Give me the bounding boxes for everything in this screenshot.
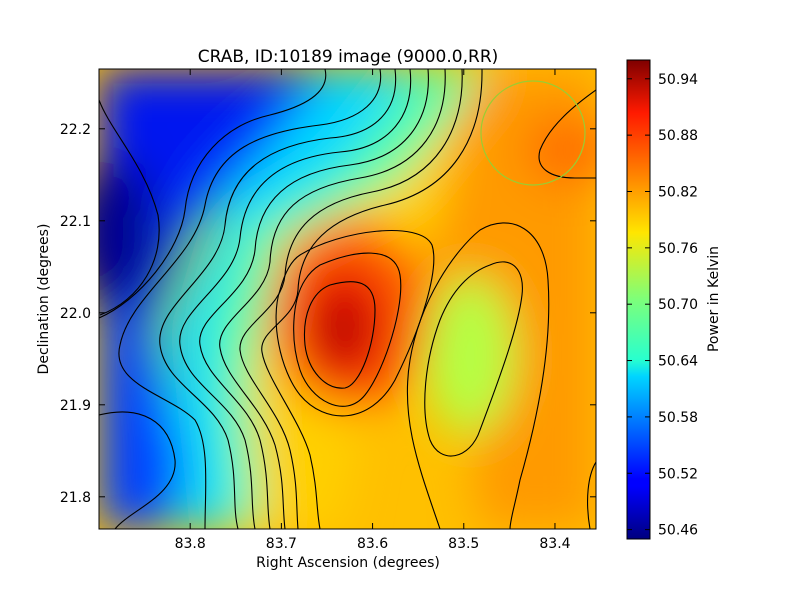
field-deep-blue: [99, 69, 300, 300]
contour-lines: [99, 69, 596, 529]
chart-title: CRAB, ID:10189 image (9000.0,RR): [198, 47, 499, 67]
colorbar-tick-label: 50.88: [658, 128, 698, 144]
colorbar-tick-label: 50.70: [658, 297, 698, 313]
field-cyan-band: [165, 69, 420, 529]
contour-line: [118, 69, 382, 529]
colorbar: [627, 60, 650, 539]
colorbar-label: Power in Kelvin: [706, 246, 722, 352]
colorbar-frame: [626, 59, 651, 540]
y-axis: 21.8 21.9 22.0 22.1 22.2: [60, 122, 596, 506]
contour-line: [99, 99, 160, 316]
contour-line: [99, 69, 327, 319]
contour-line: [261, 69, 483, 529]
y-axis-label: Declination (degrees): [36, 224, 52, 375]
beam-circle: [480, 80, 586, 186]
colorbar-tick-label: 50.58: [658, 410, 698, 426]
contour-line: [179, 69, 412, 529]
contour-line: [406, 222, 550, 529]
y-tick-label: 22.2: [60, 122, 91, 138]
heatmap-area: [99, 69, 596, 529]
contour-line: [219, 69, 446, 529]
field-minimum: [99, 160, 160, 310]
x-axis: 83.8 83.7 83.6 83.5 83.4: [175, 69, 571, 552]
colorbar-axis: 50.46 50.52 50.58 50.64 50.70 50.76 50.82 50.88…: [627, 72, 698, 539]
field-green-minimum: [425, 275, 515, 435]
contour-line: [293, 252, 402, 407]
x-tick-label: 83.5: [448, 536, 479, 552]
field-orange-right: [420, 69, 596, 529]
contour-line: [199, 69, 429, 529]
colorbar-tick-label: 50.64: [658, 354, 698, 370]
contour-line: [587, 461, 596, 529]
contour-line: [538, 89, 596, 179]
field-orange-blob: [525, 115, 596, 185]
contour-line: [159, 69, 397, 529]
field-peak-core: [324, 302, 360, 358]
contour-line: [239, 69, 463, 529]
x-axis-label: Right Ascension (degrees): [256, 555, 440, 571]
colorbar-tick-label: 50.52: [658, 466, 698, 482]
colorbar-tick-label: 50.94: [658, 72, 698, 88]
heatmap-field: [99, 69, 596, 529]
colorbar-tick-label: 50.46: [658, 523, 698, 539]
y-tick-label: 22.0: [60, 306, 91, 322]
x-tick-label: 83.6: [357, 536, 388, 552]
contour-line: [275, 229, 435, 417]
contour-line: [424, 261, 523, 457]
y-tick-label: 21.9: [60, 398, 91, 414]
contour-line: [99, 411, 176, 529]
contour-line: [303, 281, 376, 389]
x-tick-label: 83.7: [266, 536, 297, 552]
colorbar-tick-label: 50.82: [658, 184, 698, 200]
colorbar-tick-label: 50.76: [658, 241, 698, 257]
x-tick-label: 83.8: [175, 536, 206, 552]
plot-frame: [98, 68, 597, 530]
x-tick-label: 83.4: [539, 536, 570, 552]
y-tick-label: 21.8: [60, 490, 91, 506]
y-tick-label: 22.1: [60, 214, 91, 230]
